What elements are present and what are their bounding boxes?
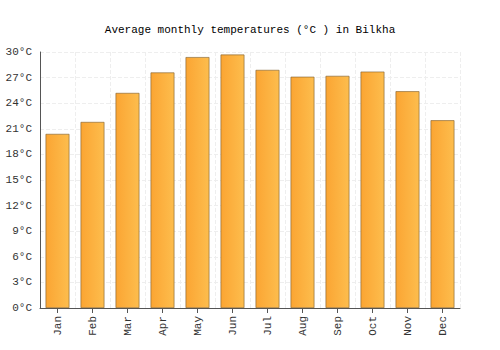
svg-text:Jun: Jun: [227, 316, 239, 336]
svg-text:Nov: Nov: [402, 316, 414, 336]
svg-text:Mar: Mar: [122, 316, 134, 336]
svg-text:27°C: 27°C: [6, 72, 33, 84]
svg-text:Jul: Jul: [262, 316, 274, 336]
svg-text:Apr: Apr: [157, 316, 169, 336]
svg-text:30°C: 30°C: [6, 46, 33, 58]
svg-text:18°C: 18°C: [6, 148, 33, 160]
svg-text:15°C: 15°C: [6, 174, 33, 186]
svg-text:Oct: Oct: [367, 316, 379, 336]
svg-text:21°C: 21°C: [6, 123, 33, 135]
svg-text:24°C: 24°C: [6, 97, 33, 109]
svg-text:9°C: 9°C: [12, 225, 32, 237]
svg-text:12°C: 12°C: [6, 200, 33, 212]
svg-text:May: May: [192, 316, 204, 336]
svg-text:Sep: Sep: [332, 316, 344, 336]
svg-text:Dec: Dec: [437, 316, 449, 336]
svg-text:0°C: 0°C: [12, 302, 32, 314]
svg-text:Aug: Aug: [297, 316, 309, 336]
svg-text:Feb: Feb: [87, 316, 99, 336]
svg-text:Jan: Jan: [52, 316, 64, 336]
svg-text:3°C: 3°C: [12, 276, 32, 288]
svg-text:6°C: 6°C: [12, 251, 32, 263]
svg-text:Average monthly temperatures (: Average monthly temperatures (°C ) in Bi…: [105, 24, 396, 36]
